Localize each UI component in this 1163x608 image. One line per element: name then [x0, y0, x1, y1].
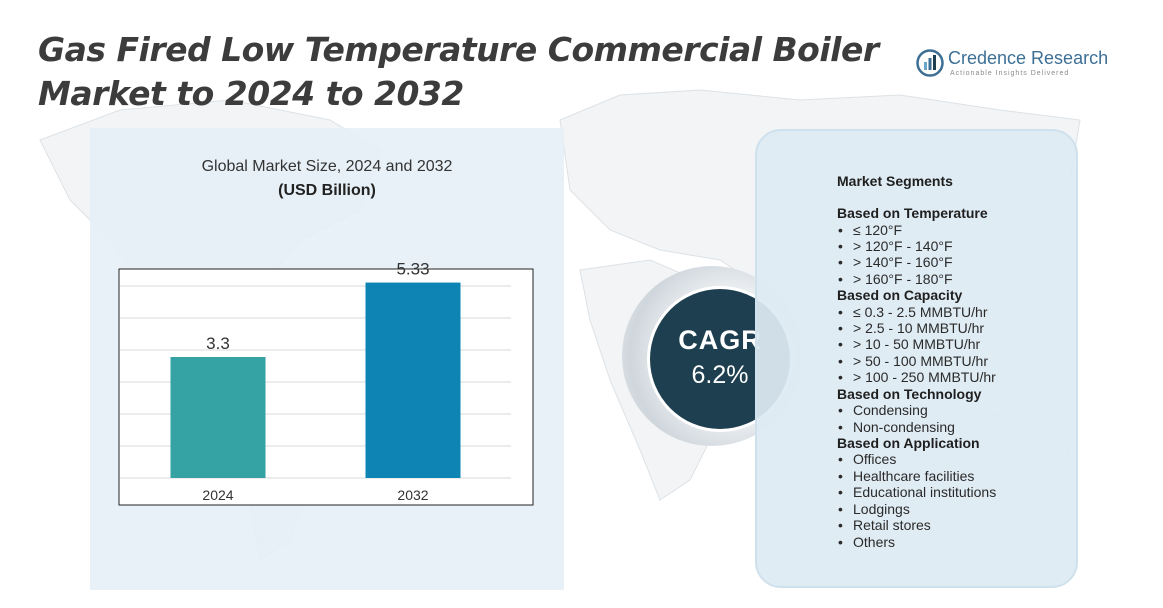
segment-item: > 10 - 50 MMBTU/hr — [837, 336, 1075, 353]
segment-item: Lodgings — [837, 501, 1075, 518]
segment-item: Retail stores — [837, 517, 1075, 534]
cagr-label: CAGR — [678, 325, 762, 355]
segment-item: Healthcare facilities — [837, 468, 1075, 485]
segment-item: Condensing — [837, 402, 1075, 419]
segment-group-title: Based on Temperature — [837, 205, 988, 221]
segment-groups: Based on Temperature ≤ 120°F > 120°F - 1… — [837, 205, 1075, 550]
segment-item: ≤ 0.3 - 2.5 MMBTU/hr — [837, 304, 1075, 321]
segment-group-technology: Based on Technology Condensing Non-conde… — [837, 385, 1075, 436]
segment-item: > 2.5 - 10 MMBTU/hr — [837, 320, 1075, 337]
page-title: Gas Fired Low Temperature Commercial Boi… — [38, 30, 879, 113]
segment-group-application: Based on Application Offices Healthcare … — [837, 435, 1075, 550]
chart-title: Global Market Size, 2024 and 2032 — [201, 158, 453, 175]
logo-tagline: Actionable Insights Delivered — [950, 70, 1070, 77]
segment-item: Offices — [837, 451, 1075, 468]
chart-unit-label: (USD Billion) — [278, 182, 376, 199]
segment-item: > 140°F - 160°F — [837, 254, 1075, 271]
market-segments-panel: Market Segments Based on Temperature ≤ 1… — [755, 129, 1078, 588]
segment-group-title: Based on Application — [837, 434, 980, 451]
x-tick-label: 2032 — [397, 487, 428, 503]
bar-chart: 3.3 2024 5.33 2032 — [118, 260, 534, 506]
segments-heading: Market Segments — [837, 173, 953, 189]
segment-group-title: Based on Technology — [837, 385, 982, 402]
segment-item: > 50 - 100 MMBTU/hr — [837, 353, 1075, 370]
segment-item: ≤ 120°F — [837, 222, 1075, 239]
logo-name: Credence Research — [948, 48, 1109, 68]
segment-group-capacity: Based on Capacity ≤ 0.3 - 2.5 MMBTU/hr >… — [837, 287, 1075, 386]
segment-item: > 160°F - 180°F — [837, 271, 1075, 288]
cagr-value: 6.2% — [691, 361, 749, 389]
segment-item: Non-condensing — [837, 419, 1075, 436]
market-size-chart-panel: Global Market Size, 2024 and 2032 (USD B… — [90, 128, 564, 590]
bar-chart-logo-icon — [916, 49, 944, 77]
x-tick-label: 2024 — [202, 487, 233, 503]
bar-value-label: 3.3 — [206, 334, 230, 353]
segment-item: Others — [837, 534, 1075, 551]
segment-group-temperature: Based on Temperature ≤ 120°F > 120°F - 1… — [837, 205, 1075, 288]
credence-research-logo: Credence Research Actionable Insights De… — [916, 44, 1109, 84]
segment-item: > 100 - 250 MMBTU/hr — [837, 369, 1075, 386]
segment-item: Educational institutions — [837, 484, 1075, 501]
bar-2024 — [170, 357, 266, 478]
segment-group-title: Based on Capacity — [837, 287, 963, 304]
bar-value-label: 5.33 — [396, 260, 429, 279]
segment-item: > 120°F - 140°F — [837, 238, 1075, 255]
bar-2032 — [365, 282, 461, 478]
